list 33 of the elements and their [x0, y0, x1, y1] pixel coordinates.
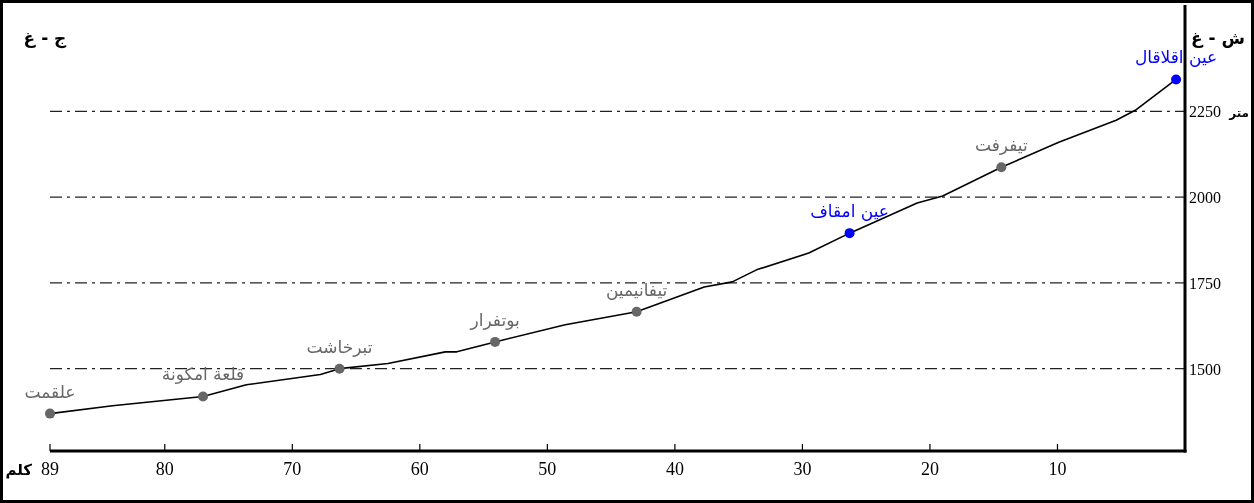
annotation: تبرخاشت	[306, 336, 373, 357]
annotation: قلعة امكونة	[161, 364, 245, 385]
y-tick-label: 2250	[1189, 103, 1221, 121]
y-tick-label: 2000	[1189, 189, 1221, 207]
point	[198, 391, 209, 402]
point	[45, 408, 55, 419]
annotation: علقمت	[24, 381, 76, 402]
x-tick-label: 60	[410, 459, 429, 479]
point	[631, 306, 642, 317]
x-tick-label: 30	[793, 459, 812, 479]
x-axis-title: كلم	[5, 461, 33, 479]
annotation: ج - غ	[23, 28, 68, 49]
y-tick-label: 1750	[1189, 274, 1221, 292]
point	[996, 162, 1007, 173]
annotation: عين امقاف	[810, 201, 890, 222]
point	[844, 228, 855, 239]
point	[334, 363, 345, 374]
x-tick-label: 40	[665, 459, 684, 479]
x-tick-label: 20	[920, 459, 939, 479]
annotation: بوتفرار	[469, 309, 520, 330]
annotation: تيفرفت	[975, 135, 1028, 156]
x-tick-label: 80	[155, 459, 174, 479]
point	[1171, 74, 1182, 85]
y-axis-title: متر	[1228, 106, 1249, 121]
annotation: تيفانيمين	[605, 279, 668, 300]
point	[490, 336, 501, 347]
x-tick-label: 10	[1048, 459, 1067, 479]
x-tick-label: 50	[538, 459, 557, 479]
x-tick-label: 89	[41, 459, 59, 479]
x-tick-label: 70	[283, 459, 302, 479]
y-tick-label: 1500	[1189, 360, 1221, 378]
text: ش - غ	[1191, 28, 1245, 48]
annotation: عين اقلاقال	[1134, 47, 1218, 68]
